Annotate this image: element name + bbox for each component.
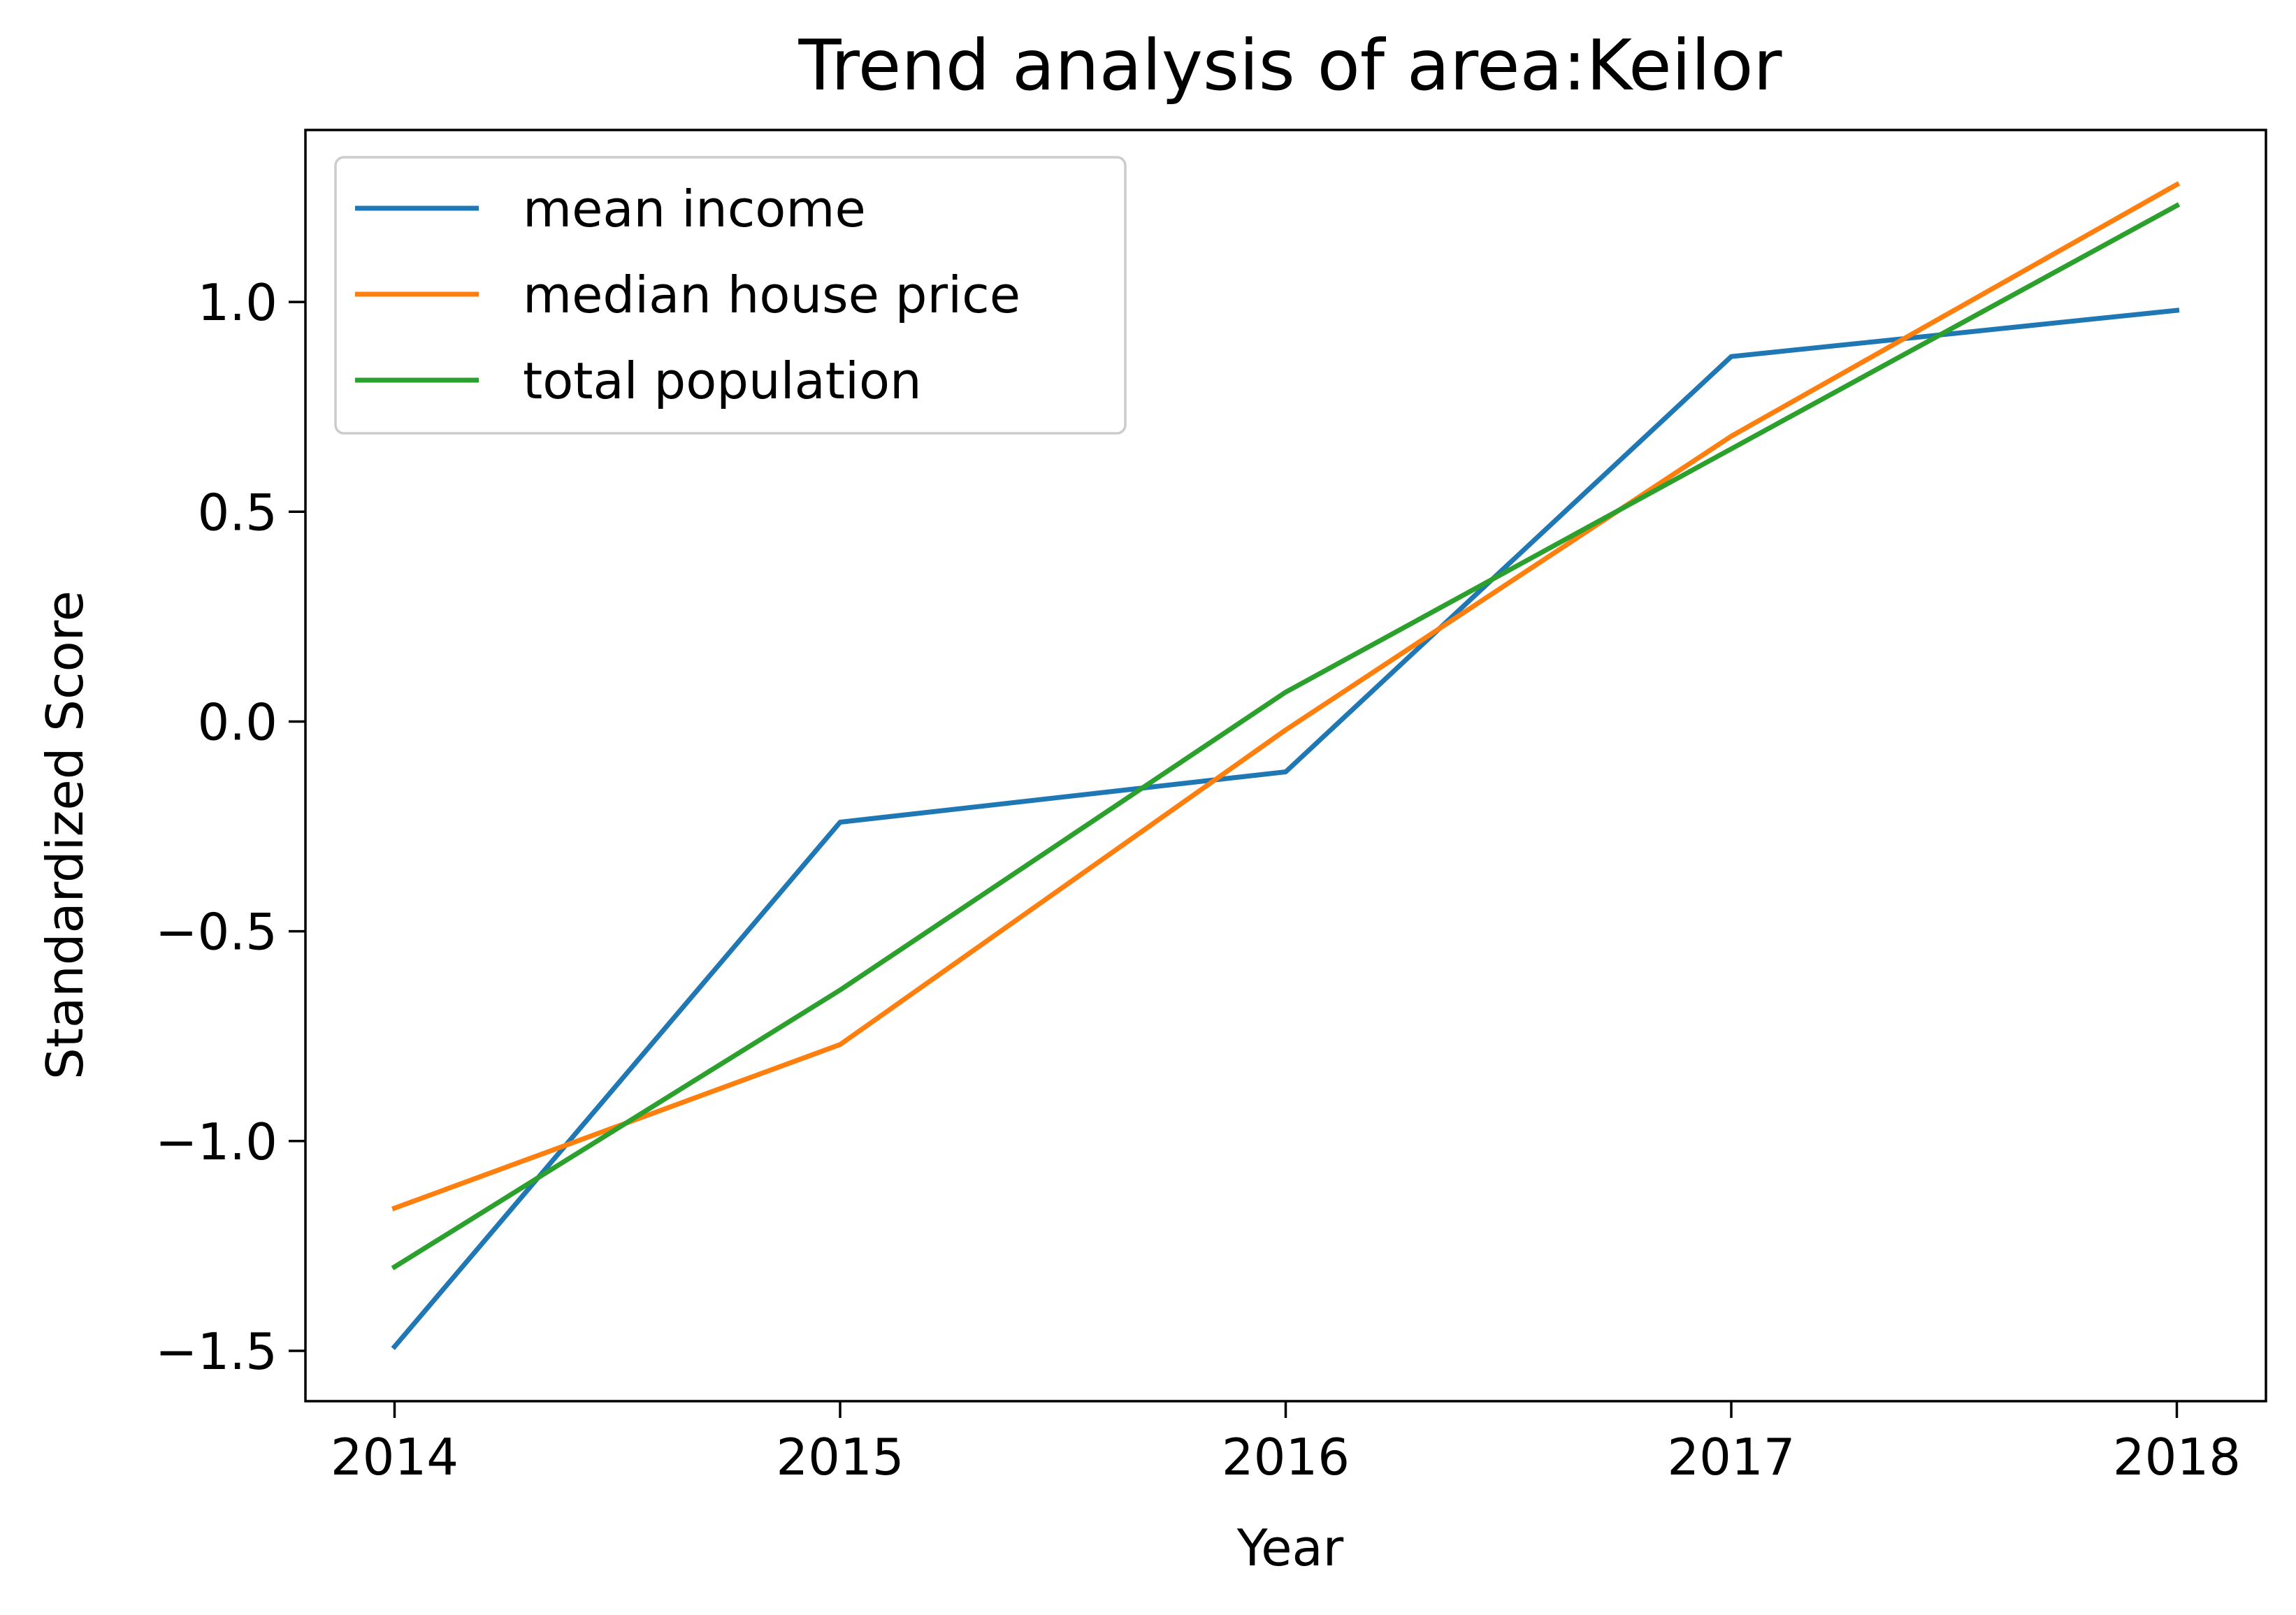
x-tick-label-1: 2015 [776, 1428, 904, 1486]
y-tick-label-4: 0.5 [197, 483, 277, 542]
x-axis-label: Year [1236, 1519, 1344, 1577]
chart-title: Trend analysis of area:Keilor [798, 24, 1783, 106]
series-line-2 [391, 202, 2181, 1270]
y-tick-label-3: 0.0 [197, 693, 277, 751]
x-tick-label-0: 2014 [331, 1428, 459, 1486]
plot-area [391, 181, 2181, 1350]
y-tick-label-2: −0.5 [155, 903, 277, 962]
legend-box [334, 156, 1127, 435]
y-tick-label-1: −1.0 [155, 1113, 277, 1171]
x-tick-label-2: 2016 [1222, 1428, 1350, 1486]
y-tick-label-0: −1.5 [155, 1322, 277, 1381]
legend-label-2: total population [523, 352, 922, 410]
y-axis-label: Standardized Score [36, 591, 94, 1080]
legend: mean income median house price total popul… [334, 156, 1127, 435]
series-line-0 [391, 307, 2180, 1350]
axes: 2014 2015 2016 2017 2018 −1.5 −1.0 −0.5 0.0 0.5 1.… [155, 129, 2267, 1486]
legend-label-1: median house price [523, 266, 1020, 324]
x-tick-label-3: 2017 [1667, 1428, 1795, 1486]
x-tick-label-4: 2018 [2113, 1428, 2241, 1486]
legend-label-0: mean income [523, 180, 866, 238]
series-line-1 [391, 181, 2181, 1212]
y-tick-label-5: 1.0 [197, 273, 277, 332]
